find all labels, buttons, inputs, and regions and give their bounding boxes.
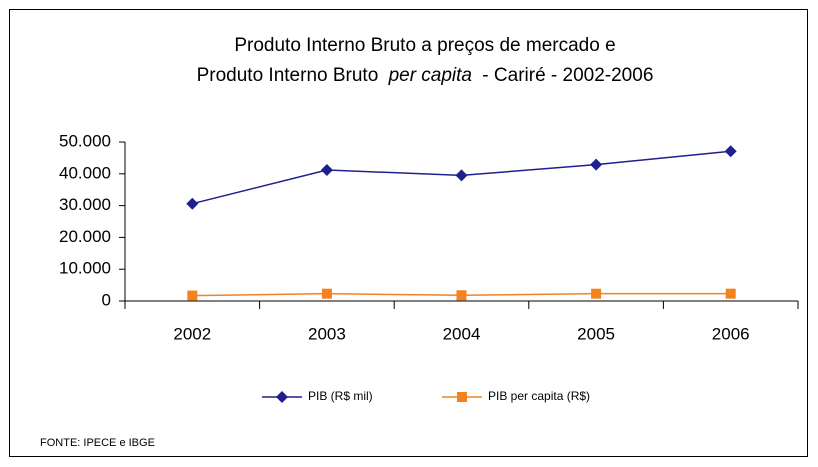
point xyxy=(591,288,602,299)
chart-title: Produto Interno Bruto per capita - Carir… xyxy=(197,65,654,86)
y-tick-label: 30.000 xyxy=(59,195,111,214)
x-tick-label: 2004 xyxy=(443,324,481,343)
point xyxy=(320,163,333,176)
source-note: FONTE: IPECE e IBGE xyxy=(40,437,155,449)
x-tick-label: 2006 xyxy=(712,324,750,343)
y-tick-label: 10.000 xyxy=(59,259,111,278)
legend-label: PIB (R$ mil) xyxy=(308,389,373,403)
y-tick-label: 50.000 xyxy=(59,131,111,150)
x-tick-label: 2003 xyxy=(308,324,346,343)
point xyxy=(724,145,737,158)
chart-border xyxy=(9,9,808,457)
y-tick-label: 40.000 xyxy=(59,163,111,182)
point xyxy=(186,197,199,210)
point xyxy=(457,392,467,402)
point xyxy=(187,290,198,301)
y-tick-label: 20.000 xyxy=(59,227,111,246)
point xyxy=(456,290,467,301)
title-part: Produto Interno Bruto xyxy=(197,65,379,86)
point xyxy=(276,391,288,403)
point xyxy=(321,288,332,299)
chart-title: Produto Interno Bruto a preços de mercad… xyxy=(234,35,615,56)
title-part: per capita xyxy=(388,65,472,86)
x-tick-label: 2002 xyxy=(173,324,211,343)
x-tick-label: 2005 xyxy=(577,324,615,343)
legend-label: PIB per capita (R$) xyxy=(488,389,590,403)
point xyxy=(590,158,603,171)
point xyxy=(455,169,468,182)
title-part: - Cariré - 2002-2006 xyxy=(482,65,653,86)
point xyxy=(725,288,736,299)
y-tick-label: 0 xyxy=(102,290,111,309)
